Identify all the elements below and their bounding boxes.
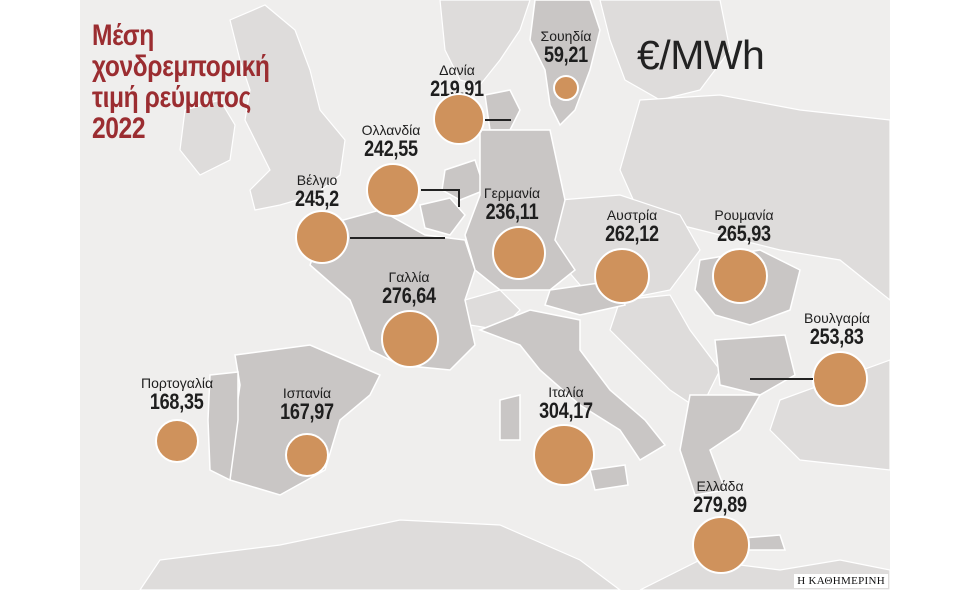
label-belgium: Βέλγιο 245,2: [290, 173, 344, 211]
title-line-3: τιμή ρεύματος: [92, 81, 251, 114]
country-name: Γαλλία: [388, 269, 430, 285]
label-bulgaria: Βουλγαρία 253,83: [804, 311, 870, 349]
country-name: Σουηδία: [540, 28, 592, 44]
country-name: Ολλανδία: [361, 122, 421, 138]
country-value: 262,12: [605, 221, 659, 246]
country-name: Ελλάδα: [696, 478, 744, 494]
country-value: 279,89: [693, 492, 747, 517]
label-spain: Ισπανία 167,97: [274, 386, 340, 424]
bubble-italy: [533, 424, 595, 486]
country-name: Βουλγαρία: [803, 310, 871, 326]
country-value: 236,11: [485, 199, 539, 224]
country-value: 265,93: [717, 221, 771, 246]
map-background: [139, 0, 890, 590]
bubble-greece: [692, 516, 750, 574]
bubble-denmark: [433, 93, 485, 145]
label-denmark: Δανία 219,91: [424, 63, 490, 101]
label-netherlands: Ολλανδία 242,55: [358, 123, 424, 161]
label-portugal: Πορτογαλία 168,35: [141, 376, 213, 414]
bubble-belgium: [295, 210, 349, 264]
country-name: Βέλγιο: [296, 172, 338, 188]
country-name: Ιταλία: [548, 384, 584, 400]
country-name: Πορτογαλία: [140, 375, 214, 391]
bubble-spain: [285, 433, 329, 477]
country-name: Δανία: [439, 62, 475, 78]
country-value: 219,91: [430, 76, 484, 101]
country-value: 304,17: [539, 398, 593, 423]
publisher-credit: Η ΚΑΘΗΜΕΡΙΝΗ: [794, 574, 888, 588]
bubble-romania: [712, 248, 768, 304]
bubble-sweden: [553, 75, 579, 101]
country-name: Ισπανία: [282, 385, 332, 401]
country-value: 242,55: [364, 136, 418, 161]
map-title: Μέση χονδρεμπορική τιμή ρεύματος 2022: [92, 19, 270, 145]
country-name: Γερμανία: [483, 185, 541, 201]
label-france: Γαλλία 276,64: [376, 270, 442, 308]
bubble-austria: [594, 248, 650, 304]
country-value: 253,83: [810, 324, 864, 349]
label-italy: Ιταλία 304,17: [533, 385, 599, 423]
leader-line-bulgaria: [750, 378, 813, 380]
country-value: 167,97: [280, 399, 334, 424]
bubble-netherlands: [366, 163, 420, 217]
bubble-portugal: [155, 419, 199, 463]
label-austria: Αυστρία 262,12: [599, 208, 665, 246]
title-line-1: Μέση: [92, 19, 154, 52]
bubble-germany: [492, 226, 546, 280]
bubble-france: [381, 310, 439, 368]
country-name: Αυστρία: [606, 207, 658, 223]
leader-line-netherlands: [421, 189, 459, 191]
leader-line-denmark: [485, 119, 511, 121]
country-value: 59,21: [544, 42, 588, 67]
leader-line-belgium: [350, 237, 445, 239]
country-value: 168,35: [150, 389, 204, 414]
label-sweden: Σουηδία 59,21: [539, 29, 593, 67]
bubble-bulgaria: [812, 351, 868, 407]
europe-map: Μέση χονδρεμπορική τιμή ρεύματος 2022 €/…: [80, 0, 890, 590]
country-value: 245,2: [295, 186, 339, 211]
country-name: Ρουμανία: [714, 207, 774, 223]
label-greece: Ελλάδα 279,89: [687, 479, 753, 517]
leader-line-netherlands-v: [458, 189, 460, 207]
label-romania: Ρουμανία 265,93: [711, 208, 777, 246]
unit-label: €/MWh: [637, 32, 765, 78]
title-line-2: χονδρεμπορική: [92, 50, 270, 83]
country-value: 276,64: [382, 283, 436, 308]
label-germany: Γερμανία 236,11: [480, 186, 544, 224]
title-line-4: 2022: [92, 112, 146, 145]
